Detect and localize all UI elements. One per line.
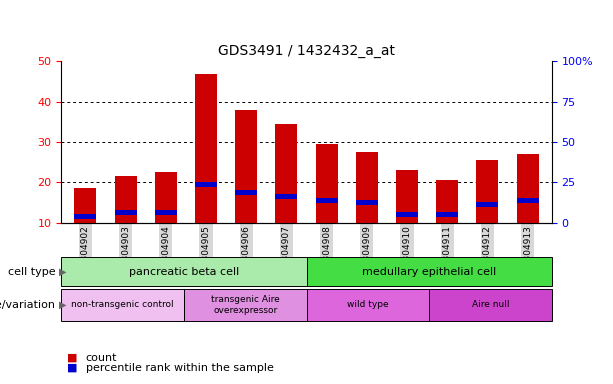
Bar <box>115 176 137 223</box>
Text: genotype/variation: genotype/variation <box>0 300 55 310</box>
Text: Aire null: Aire null <box>471 300 509 310</box>
Title: GDS3491 / 1432432_a_at: GDS3491 / 1432432_a_at <box>218 44 395 58</box>
Bar <box>195 182 217 187</box>
Bar <box>154 172 177 223</box>
Bar <box>115 210 137 215</box>
Bar <box>154 210 177 215</box>
Bar <box>476 160 498 223</box>
Bar <box>476 202 498 207</box>
Bar <box>235 110 257 223</box>
Bar <box>74 214 96 219</box>
Bar <box>275 124 297 223</box>
Text: count: count <box>86 353 117 363</box>
Text: non-transgenic control: non-transgenic control <box>71 300 174 310</box>
Text: percentile rank within the sample: percentile rank within the sample <box>86 363 273 373</box>
Bar <box>316 198 338 203</box>
Bar <box>316 144 338 223</box>
Bar <box>436 212 459 217</box>
Bar <box>396 170 418 223</box>
Text: wild type: wild type <box>347 300 389 310</box>
Text: transgenic Aire
overexpressor: transgenic Aire overexpressor <box>211 295 280 314</box>
Bar <box>517 154 539 223</box>
Bar <box>436 180 459 223</box>
Text: cell type: cell type <box>7 266 55 277</box>
Bar <box>195 74 217 223</box>
Text: ▶: ▶ <box>59 300 67 310</box>
Text: ■: ■ <box>67 363 78 373</box>
Text: medullary epithelial cell: medullary epithelial cell <box>362 266 497 277</box>
Bar <box>235 190 257 195</box>
Bar <box>275 194 297 199</box>
Bar <box>356 200 378 205</box>
Text: ▶: ▶ <box>59 266 67 277</box>
Bar <box>356 152 378 223</box>
Bar <box>74 189 96 223</box>
Bar <box>396 212 418 217</box>
Text: ■: ■ <box>67 353 78 363</box>
Text: pancreatic beta cell: pancreatic beta cell <box>129 266 239 277</box>
Bar <box>517 198 539 203</box>
